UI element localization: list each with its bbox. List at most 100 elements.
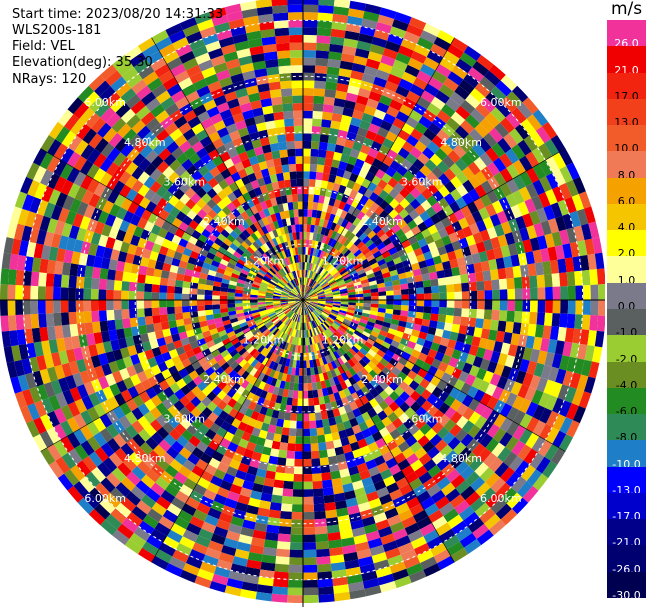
- velocity-gate: [325, 301, 334, 304]
- velocity-gate: [300, 345, 303, 354]
- velocity-gate: [347, 304, 356, 309]
- velocity-gate: [274, 263, 281, 271]
- velocity-gate: [287, 435, 296, 444]
- velocity-gate: [159, 292, 167, 300]
- velocity-gate: [308, 352, 313, 361]
- velocity-gate: [254, 203, 263, 213]
- velocity-gate: [110, 487, 126, 503]
- velocity-gate: [326, 276, 334, 283]
- velocity-gate: [303, 297, 311, 300]
- velocity-gate: [373, 479, 387, 491]
- velocity-gate: [517, 201, 530, 216]
- velocity-gate: [303, 110, 313, 119]
- velocity-gate: [463, 452, 478, 467]
- velocity-gate: [345, 264, 354, 272]
- velocity-gate: [162, 509, 179, 524]
- velocity-gate: [514, 300, 523, 312]
- velocity-gate: [114, 392, 126, 407]
- velocity-gate: [194, 259, 204, 268]
- velocity-gate: [259, 21, 275, 31]
- velocity-gate: [445, 315, 454, 324]
- velocity-gate: [505, 112, 521, 129]
- velocity-gate: [361, 18, 378, 30]
- velocity-gate: [117, 462, 132, 477]
- velocity-gate: [258, 380, 267, 390]
- velocity-gate: [356, 370, 365, 380]
- velocity-gate: [326, 264, 334, 272]
- velocity-gate: [273, 292, 282, 296]
- velocity-gate: [267, 166, 277, 176]
- velocity-gate: [293, 337, 298, 345]
- velocity-gate: [356, 388, 365, 399]
- velocity-gate: [159, 314, 169, 323]
- velocity-gate: [259, 311, 268, 317]
- velocity-gate: [375, 437, 387, 449]
- velocity-gate: [226, 388, 237, 399]
- velocity-gate: [104, 492, 121, 509]
- velocity-gate: [344, 378, 353, 388]
- velocity-gate: [299, 262, 302, 270]
- velocity-gate: [406, 562, 424, 576]
- velocity-gate: [249, 544, 264, 555]
- velocity-gate: [490, 86, 507, 102]
- velocity-gate: [526, 416, 540, 433]
- velocity-gate: [120, 497, 137, 512]
- velocity-gate: [310, 301, 318, 304]
- velocity-gate: [259, 406, 268, 416]
- velocity-gate: [382, 155, 394, 167]
- velocity-gate: [325, 274, 333, 281]
- velocity-gate: [343, 238, 351, 248]
- velocity-gate: [590, 300, 599, 316]
- velocity-gate: [294, 247, 299, 256]
- velocity-gate: [303, 148, 311, 157]
- velocity-gate: [40, 169, 54, 186]
- velocity-gate: [311, 351, 316, 360]
- velocity-gate: [151, 502, 167, 516]
- velocity-gate: [393, 213, 404, 224]
- velocity-gate: [144, 240, 155, 251]
- velocity-gate: [258, 268, 267, 276]
- velocity-gate: [217, 461, 230, 473]
- velocity-gate: [122, 318, 131, 329]
- velocity-gate: [208, 457, 221, 469]
- velocity-gate: [241, 388, 250, 399]
- velocity-gate: [490, 350, 501, 364]
- velocity-gate: [376, 486, 390, 499]
- velocity-gate: [428, 271, 438, 280]
- velocity-gate: [407, 219, 418, 230]
- velocity-gate: [129, 317, 139, 328]
- velocity-gate: [322, 283, 330, 289]
- velocity-gate: [123, 327, 133, 338]
- velocity-gate: [319, 315, 326, 322]
- velocity-gate: [1, 252, 12, 270]
- velocity-gate: [244, 424, 255, 435]
- velocity-gate: [118, 170, 132, 185]
- velocity-gate: [338, 347, 346, 356]
- velocity-gate: [488, 519, 506, 536]
- velocity-gate: [351, 226, 361, 236]
- velocity-gate: [179, 50, 196, 64]
- velocity-gate: [277, 372, 284, 381]
- velocity-gate: [329, 424, 339, 434]
- velocity-gate: [297, 262, 300, 271]
- velocity-gate: [383, 113, 396, 125]
- velocity-gate: [115, 229, 127, 242]
- velocity-gate: [106, 161, 120, 177]
- velocity-gate: [265, 260, 273, 268]
- velocity-gate: [390, 318, 400, 326]
- velocity-gate: [310, 148, 319, 157]
- velocity-gate: [287, 148, 296, 157]
- velocity-gate: [169, 159, 182, 172]
- velocity-gate: [213, 526, 229, 538]
- velocity-gate: [171, 257, 181, 267]
- velocity-gate: [345, 427, 355, 437]
- velocity-gate: [248, 497, 261, 508]
- velocity-gate: [284, 326, 290, 334]
- velocity-gate: [274, 307, 282, 311]
- velocity-gate: [249, 223, 258, 233]
- velocity-gate: [228, 18, 245, 30]
- velocity-gate: [243, 448, 254, 459]
- velocity-gate: [303, 352, 307, 361]
- velocity-gate: [370, 116, 384, 127]
- velocity-gate: [532, 473, 549, 491]
